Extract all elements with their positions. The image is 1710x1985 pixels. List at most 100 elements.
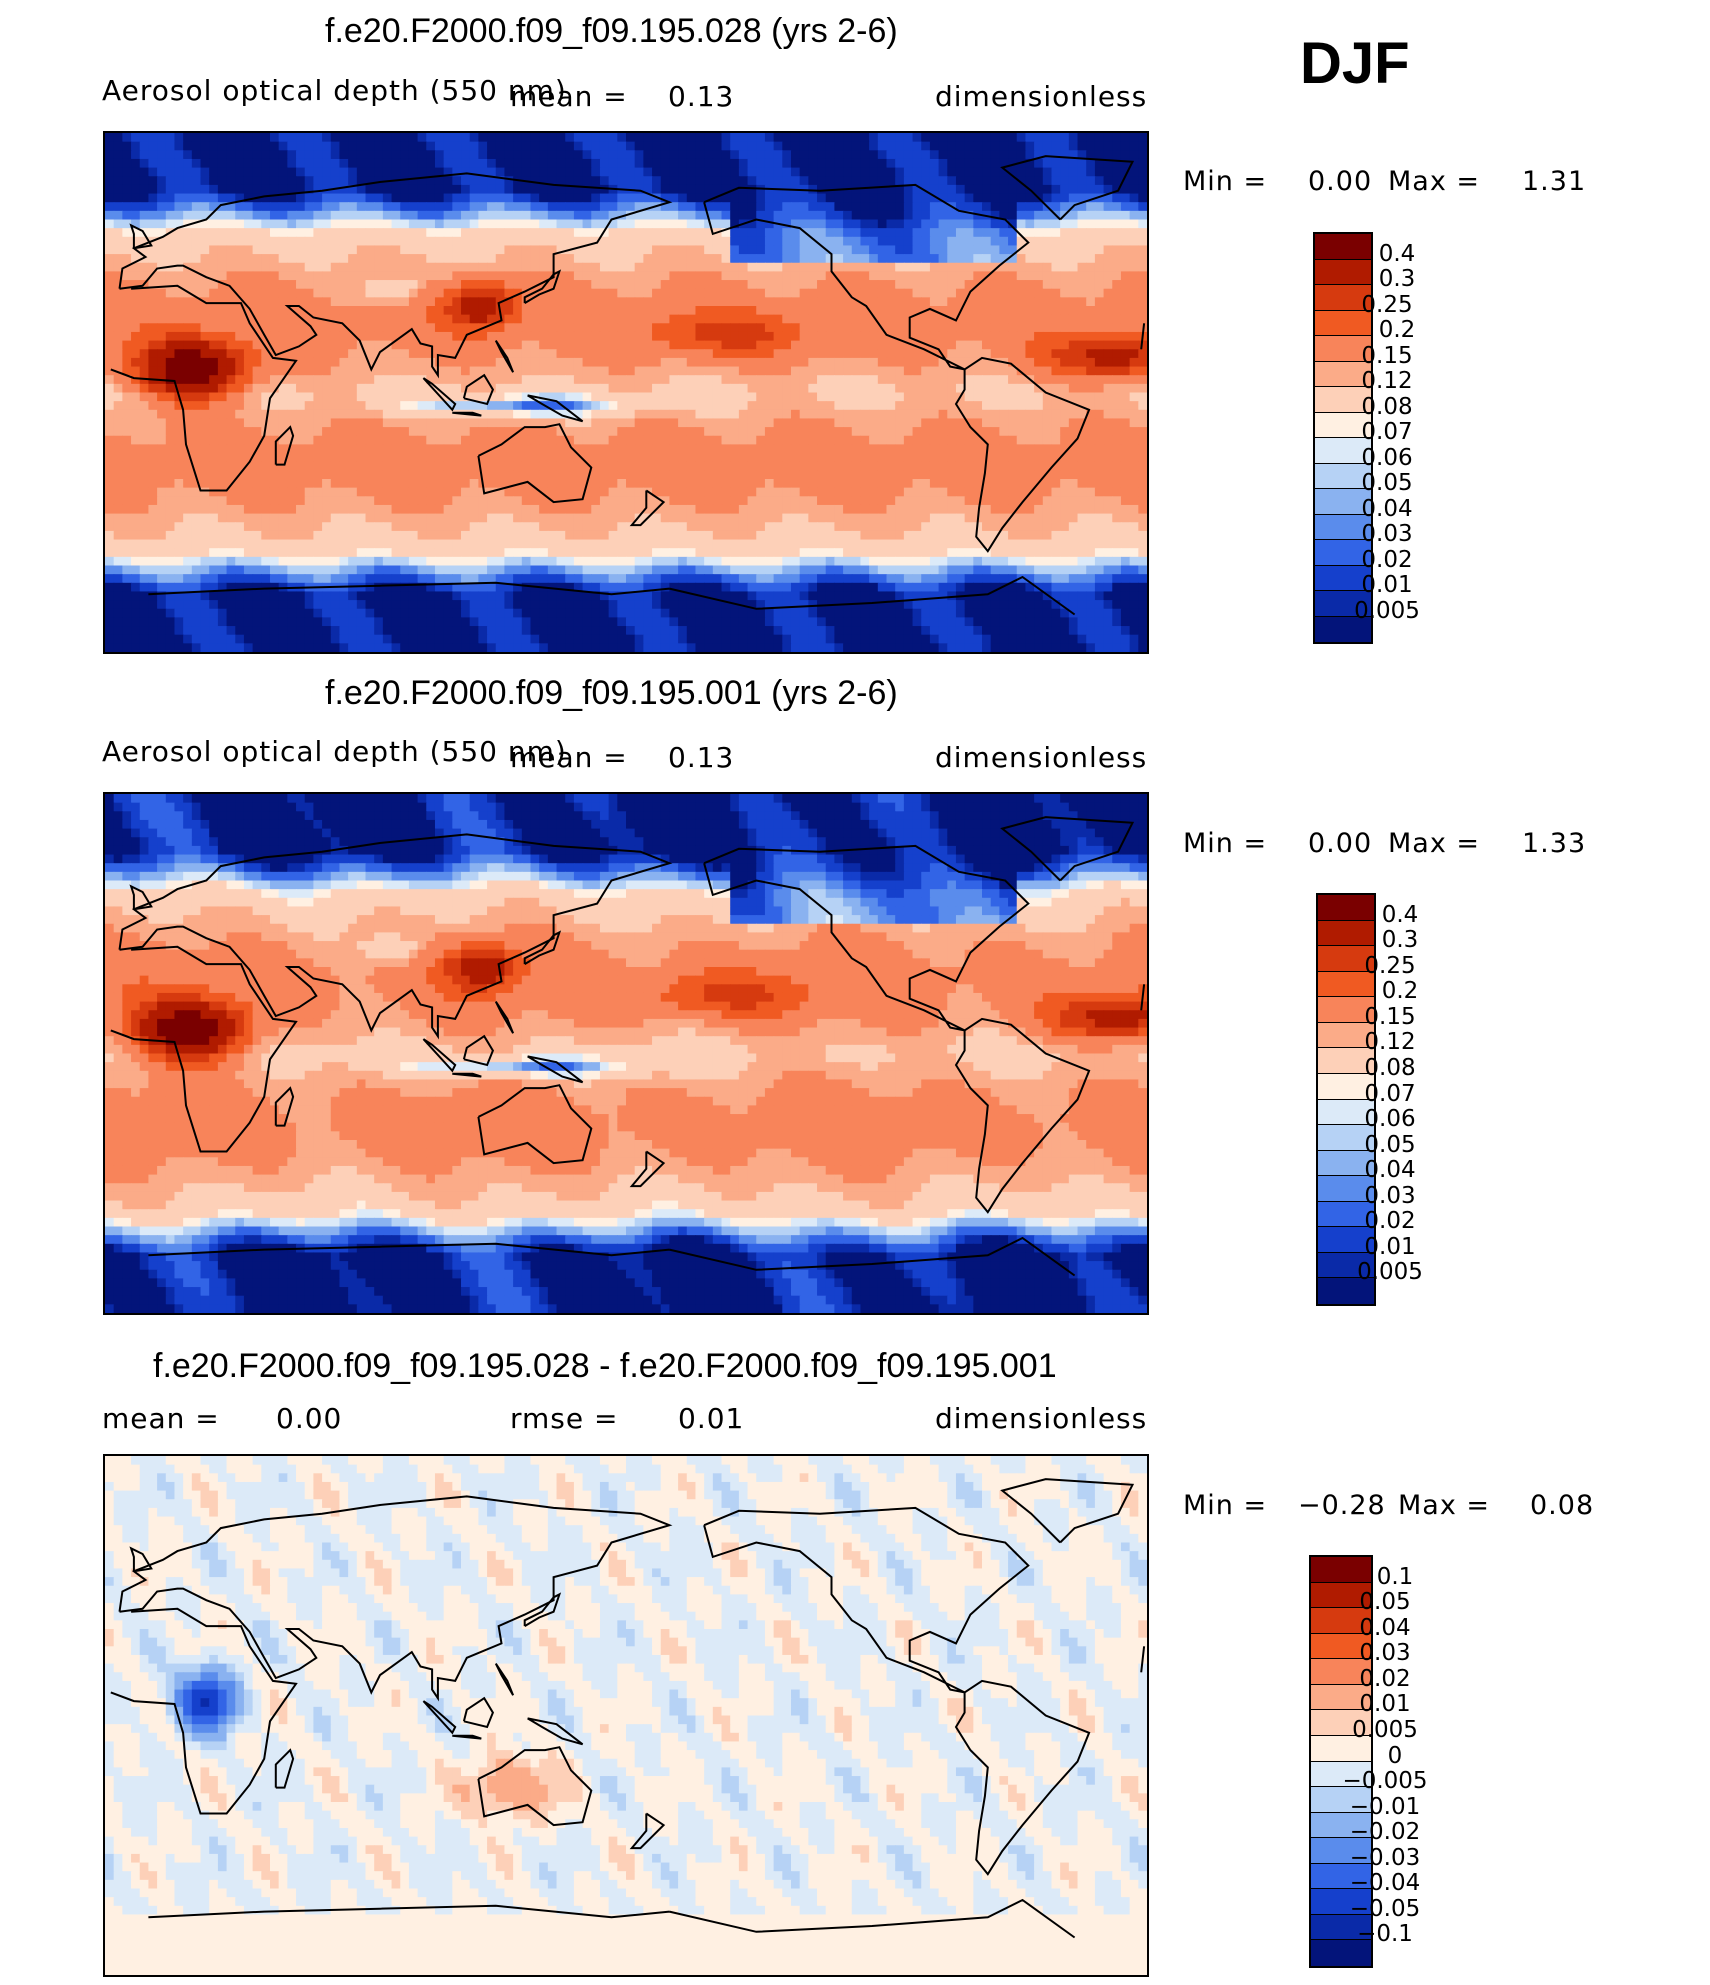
heatmap-cell bbox=[730, 331, 740, 342]
heatmap-cell bbox=[434, 306, 445, 316]
heatmap-cell bbox=[990, 435, 1000, 445]
heatmap-cell bbox=[599, 470, 610, 480]
heatmap-cell bbox=[730, 427, 740, 437]
heatmap-cell bbox=[921, 427, 931, 437]
heatmap-cell bbox=[313, 349, 323, 359]
heatmap-cell bbox=[261, 366, 271, 376]
heatmap-cell bbox=[417, 487, 427, 497]
heatmap-cell bbox=[1103, 280, 1113, 290]
heatmap-cell bbox=[105, 202, 115, 212]
heatmap-cell bbox=[217, 401, 228, 411]
heatmap-cell bbox=[217, 158, 228, 169]
heatmap-cell bbox=[330, 366, 341, 376]
heatmap-cell bbox=[1016, 461, 1027, 471]
heatmap-cell bbox=[304, 487, 314, 497]
heatmap-cell bbox=[478, 141, 488, 151]
heatmap-cell bbox=[434, 470, 445, 480]
heatmap-cell bbox=[426, 306, 436, 316]
heatmap-cell bbox=[139, 470, 150, 480]
heatmap-cell bbox=[269, 470, 280, 480]
heatmap-cell bbox=[400, 383, 410, 394]
heatmap-cell bbox=[947, 150, 957, 160]
heatmap-cell bbox=[617, 176, 627, 186]
heatmap-cell bbox=[756, 288, 766, 298]
heatmap-cell bbox=[895, 427, 905, 437]
heatmap-cell bbox=[252, 453, 262, 463]
heatmap-cell bbox=[165, 392, 176, 402]
heatmap-cell bbox=[921, 314, 931, 324]
heatmap-cell bbox=[1042, 314, 1053, 324]
heatmap-cell bbox=[712, 401, 723, 411]
heatmap-cell bbox=[1060, 323, 1070, 333]
heatmap-cell bbox=[348, 366, 358, 376]
heatmap-cell bbox=[122, 245, 132, 255]
heatmap-cell bbox=[721, 375, 731, 385]
heatmap-cell bbox=[591, 401, 601, 411]
heatmap-cell bbox=[556, 461, 566, 471]
heatmap-cell bbox=[287, 262, 297, 272]
heatmap-cell bbox=[261, 357, 271, 368]
heatmap-cell bbox=[660, 133, 671, 143]
heatmap-cell bbox=[434, 202, 445, 212]
heatmap-cell bbox=[773, 158, 783, 169]
heatmap-cell bbox=[626, 392, 636, 402]
heatmap-cell bbox=[678, 280, 688, 290]
heatmap-cell bbox=[1129, 262, 1139, 272]
heatmap-cell bbox=[261, 427, 271, 437]
heatmap-cell bbox=[652, 314, 662, 324]
heatmap-cell bbox=[217, 418, 228, 428]
heatmap-cell bbox=[261, 141, 271, 151]
heatmap-cell bbox=[947, 427, 957, 437]
heatmap-cell bbox=[400, 167, 410, 177]
heatmap-cell bbox=[721, 427, 731, 437]
heatmap-cell bbox=[973, 271, 983, 281]
heatmap-cell bbox=[1042, 470, 1053, 480]
heatmap-cell bbox=[417, 254, 427, 264]
heatmap-cell bbox=[322, 461, 332, 471]
heatmap-cell bbox=[513, 184, 523, 195]
heatmap-cell bbox=[652, 228, 662, 238]
heatmap-cell bbox=[1129, 314, 1139, 324]
heatmap-cell bbox=[400, 245, 410, 255]
heatmap-cell bbox=[686, 245, 697, 255]
heatmap-cell bbox=[330, 453, 341, 463]
heatmap-cell bbox=[591, 331, 601, 342]
heatmap-cell bbox=[530, 236, 540, 247]
heatmap-cell bbox=[313, 176, 323, 186]
heatmap-cell bbox=[174, 383, 184, 394]
heatmap-cell bbox=[851, 323, 862, 333]
heatmap-cell bbox=[269, 479, 280, 489]
heatmap-cell bbox=[686, 167, 697, 177]
heatmap-cell bbox=[226, 375, 236, 385]
heatmap-cell bbox=[556, 228, 566, 238]
heatmap-cell bbox=[495, 210, 506, 221]
heatmap-cell bbox=[764, 314, 775, 324]
heatmap-cell bbox=[591, 357, 601, 368]
heatmap-cell bbox=[834, 210, 844, 221]
heatmap-cell bbox=[938, 375, 948, 385]
heatmap-cell bbox=[469, 392, 479, 402]
heatmap-cell bbox=[825, 176, 835, 186]
heatmap-cell bbox=[1008, 288, 1018, 298]
heatmap-cell bbox=[626, 280, 636, 290]
heatmap-cell bbox=[1094, 297, 1105, 307]
heatmap-cell bbox=[365, 150, 375, 160]
heatmap-cell bbox=[105, 375, 115, 385]
heatmap-cell bbox=[235, 427, 245, 437]
heatmap-cell bbox=[1138, 461, 1147, 471]
heatmap-cell bbox=[217, 427, 228, 437]
heatmap-cell bbox=[599, 254, 610, 264]
heatmap-cell bbox=[469, 444, 479, 454]
heatmap-cell bbox=[139, 271, 150, 281]
heatmap-cell bbox=[799, 392, 809, 402]
heatmap-cell bbox=[209, 383, 219, 394]
heatmap-cell bbox=[686, 236, 697, 247]
heatmap-cell bbox=[139, 184, 150, 195]
heatmap-cell bbox=[487, 366, 497, 376]
heatmap-cell bbox=[200, 323, 210, 333]
heatmap-cell bbox=[339, 444, 349, 454]
heatmap-cell bbox=[417, 357, 427, 368]
heatmap-cell bbox=[148, 470, 158, 480]
heatmap-cell bbox=[660, 150, 671, 160]
heatmap-cell bbox=[764, 479, 775, 489]
